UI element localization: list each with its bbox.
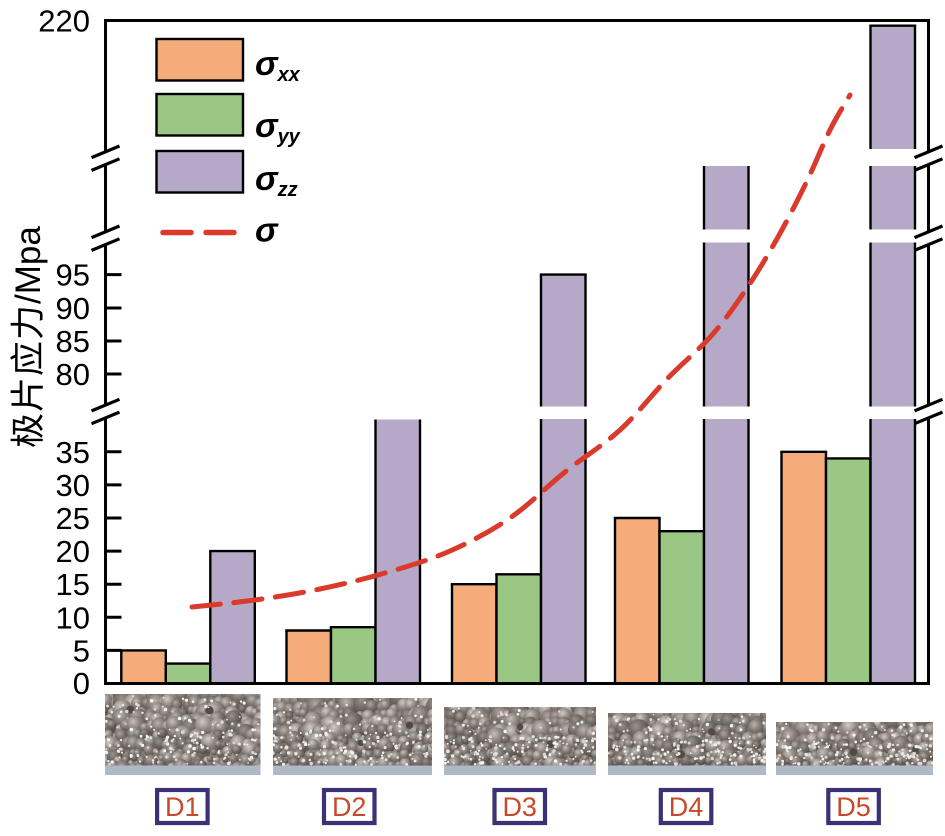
svg-text:80: 80 [56, 357, 90, 392]
svg-text:30: 30 [56, 468, 90, 503]
svg-text:20: 20 [56, 534, 90, 569]
svg-text:25: 25 [56, 501, 90, 536]
svg-text:85: 85 [56, 324, 90, 359]
svg-text:D5: D5 [836, 792, 871, 822]
svg-text:5: 5 [73, 633, 90, 668]
svg-text:D3: D3 [502, 792, 537, 822]
svg-text:15: 15 [56, 567, 90, 602]
svg-text:90: 90 [56, 291, 90, 326]
svg-text:10: 10 [56, 600, 90, 635]
svg-text:95: 95 [56, 258, 90, 293]
svg-text:σ: σ [255, 212, 279, 250]
svg-text:D2: D2 [332, 792, 367, 822]
svg-text:D1: D1 [165, 792, 200, 822]
svg-text:D4: D4 [669, 792, 704, 822]
svg-text:/Mpa: /Mpa [9, 226, 48, 304]
svg-text:220: 220 [38, 4, 90, 39]
svg-text:35: 35 [56, 435, 90, 470]
svg-text:0: 0 [73, 666, 90, 701]
